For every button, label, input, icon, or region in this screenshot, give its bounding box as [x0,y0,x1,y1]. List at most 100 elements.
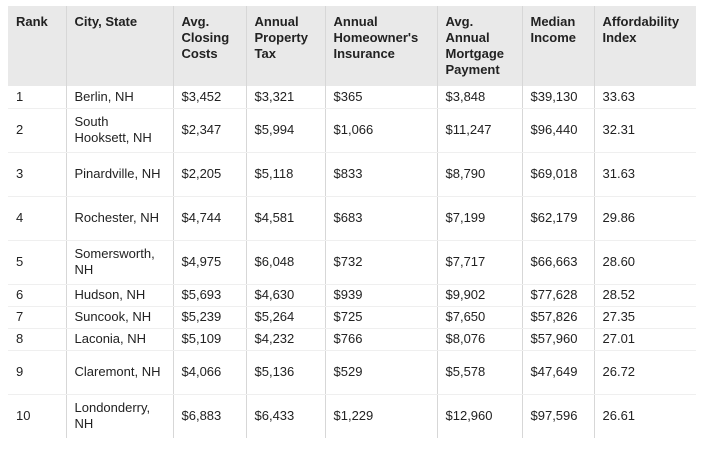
cell-closing-costs: $4,066 [173,350,247,395]
table-row: 10 Londonderry, NH $6,883 $6,433 $1,229 … [8,394,696,438]
cell-city-state: Rochester, NH [66,196,174,241]
header-mortgage-payment: Avg. Annual Mortgage Payment [437,6,523,86]
cell-rank: 3 [8,152,67,197]
cell-affordability-index: 32.31 [594,108,696,153]
cell-property-tax: $4,232 [246,328,326,351]
table-row: 8 Laconia, NH $5,109 $4,232 $766 $8,076 … [8,328,696,351]
cell-affordability-index: 26.61 [602,408,636,424]
header-property-tax: Annual Property Tax [246,6,326,86]
cell-city-state: Hudson, NH [66,284,174,307]
cell-property-tax: $5,994 [246,108,326,153]
cell-city-state: Laconia, NH [66,328,174,351]
cell-median-income: $57,826 [522,306,595,329]
cell-closing-costs: $5,693 [173,284,247,307]
table-row: 4 Rochester, NH $4,744 $4,581 $683 $7,19… [8,196,696,241]
cell-property-tax: $6,433 [246,394,326,438]
cell-mortgage-payment: $3,848 [437,86,523,109]
table-row: 5 Somersworth, NH $4,975 $6,048 $732 $7,… [8,240,696,285]
cell-affordability-index: 29.86 [594,196,696,241]
cell-homeowners-insurance: $365 [325,86,438,109]
cell-median-income: $47,649 [522,350,595,395]
cell-affordability-index: 27.35 [594,306,696,329]
header-homeowners-insurance: Annual Homeowner's Insurance [325,6,438,86]
cell-median-income: $62,179 [522,196,595,241]
table-row: 6 Hudson, NH $5,693 $4,630 $939 $9,902 $… [8,284,696,307]
cell-affordability-index: 31.63 [594,152,696,197]
cell-rank: 9 [8,350,67,395]
cell-homeowners-insurance: $732 [325,240,438,285]
header-rank: Rank [8,6,67,86]
cell-mortgage-payment: $12,960 [437,394,523,438]
table-row: 1 Berlin, NH $3,452 $3,321 $365 $3,848 $… [8,86,696,109]
cell-city-state: Pinardville, NH [66,152,174,197]
cell-rank: 4 [8,196,67,241]
header-median-income: Median Income [522,6,595,86]
cell-city-state: Suncook, NH [66,306,174,329]
cell-property-tax: $6,048 [246,240,326,285]
cell-median-income: $77,628 [522,284,595,307]
cell-city-state: Berlin, NH [66,86,174,109]
cell-property-tax: $4,630 [246,284,326,307]
header-closing-costs: Avg. Closing Costs [173,6,247,86]
cell-city-state: Somersworth, NH [66,240,174,285]
cell-closing-costs: $2,347 [173,108,247,153]
cell-city-state: South Hooksett, NH [66,108,174,153]
cell-property-tax: $5,118 [246,152,326,197]
table-row: 9 Claremont, NH $4,066 $5,136 $529 $5,57… [8,350,696,395]
cell-median-income: $57,960 [522,328,595,351]
table-header-row: Rank City, State Avg. Closing Costs Annu… [8,6,696,86]
cell-mortgage-payment: $5,578 [437,350,523,395]
cell-closing-costs: $6,883 [173,394,247,438]
header-affordability-index: Affordability Index [594,6,696,86]
cell-city-state: Londonderry, NH [66,394,174,438]
cell-affordability-index: 28.52 [594,284,696,307]
cell-property-tax: $5,136 [246,350,326,395]
cell-affordability-index: 33.63 [594,86,696,109]
cell-mortgage-payment: $7,717 [437,240,523,285]
table-row: 7 Suncook, NH $5,239 $5,264 $725 $7,650 … [8,306,696,329]
cell-rank: 10 [8,394,67,438]
table-row: 3 Pinardville, NH $2,205 $5,118 $833 $8,… [8,152,696,197]
cell-affordability-index: 28.60 [594,240,696,285]
cell-median-income: $39,130 [522,86,595,109]
cell-city-state: Claremont, NH [66,350,174,395]
cell-mortgage-payment: $8,076 [437,328,523,351]
cell-closing-costs: $4,744 [173,196,247,241]
cell-closing-costs: $2,205 [173,152,247,197]
cell-homeowners-insurance: $833 [325,152,438,197]
cell-closing-costs: $3,452 [173,86,247,109]
cell-property-tax: $3,321 [246,86,326,109]
cell-property-tax: $5,264 [246,306,326,329]
cell-rank: 2 [8,108,67,153]
cell-closing-costs: $5,239 [173,306,247,329]
cell-homeowners-insurance: $939 [325,284,438,307]
cell-homeowners-insurance: $529 [325,350,438,395]
cell-homeowners-insurance: $766 [325,328,438,351]
cell-property-tax: $4,581 [246,196,326,241]
cell-rank: 8 [8,328,67,351]
cell-mortgage-payment: $7,650 [437,306,523,329]
cell-homeowners-insurance: $1,066 [325,108,438,153]
cell-closing-costs: $4,975 [173,240,247,285]
affordability-table: Rank City, State Avg. Closing Costs Annu… [8,6,696,438]
cell-affordability-index: 27.01 [594,328,696,351]
cell-affordability-index: 26.72 [594,350,696,395]
cell-mortgage-payment: $7,199 [437,196,523,241]
cell-homeowners-insurance: $725 [325,306,438,329]
cell-homeowners-insurance: $683 [325,196,438,241]
cell-homeowners-insurance: $1,229 [325,394,438,438]
header-city-state: City, State [66,6,174,86]
cell-rank: 7 [8,306,67,329]
cell-rank: 5 [8,240,67,285]
cell-rank: 6 [8,284,67,307]
cell-median-income: $97,596 [522,394,595,438]
cell-median-income: $96,440 [522,108,595,153]
cell-mortgage-payment: $9,902 [437,284,523,307]
cell-mortgage-payment: $8,790 [437,152,523,197]
cell-mortgage-payment: $11,247 [437,108,523,153]
cell-rank: 1 [8,86,67,109]
table-row: 2 South Hooksett, NH $2,347 $5,994 $1,06… [8,108,696,153]
cell-median-income: $69,018 [522,152,595,197]
cell-median-income: $66,663 [522,240,595,285]
